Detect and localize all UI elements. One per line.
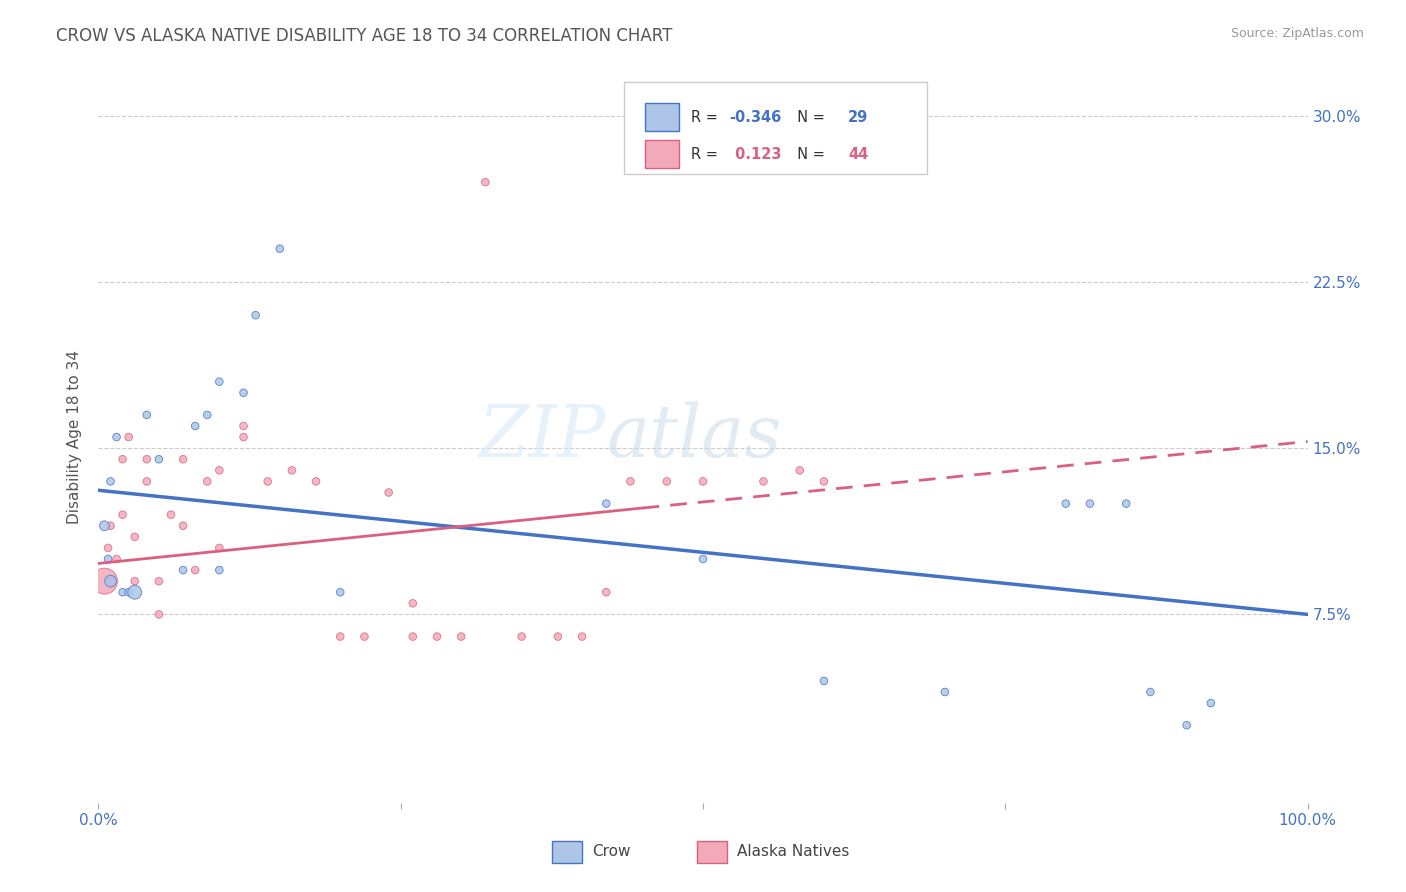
Point (118, 430, 141, 444)
FancyBboxPatch shape (624, 82, 927, 174)
Point (752, 475, 775, 489)
FancyBboxPatch shape (697, 841, 727, 863)
FancyBboxPatch shape (645, 140, 679, 168)
Point (172, 563, 194, 577)
Point (353, 630, 375, 644)
Text: N =: N = (787, 147, 830, 162)
Point (692, 552, 714, 566)
Text: -0.346: -0.346 (730, 111, 782, 126)
Point (595, 497, 617, 511)
Point (111, 452, 134, 467)
Point (402, 630, 425, 644)
Point (118, 585, 141, 599)
Point (269, 242, 291, 256)
Point (305, 475, 328, 489)
Point (1139, 685, 1161, 699)
Point (124, 585, 146, 599)
Point (426, 630, 449, 644)
Point (1078, 497, 1101, 511)
Point (245, 308, 267, 322)
Y-axis label: Disability Age 18 to 34: Disability Age 18 to 34 (67, 350, 83, 524)
Point (402, 596, 425, 610)
Point (148, 607, 170, 622)
Point (100, 574, 122, 589)
Point (450, 630, 472, 644)
Point (1175, 718, 1198, 732)
Point (160, 508, 183, 522)
Point (1054, 497, 1077, 511)
Point (655, 475, 678, 489)
FancyBboxPatch shape (551, 841, 582, 863)
Text: Alaska Natives: Alaska Natives (737, 845, 849, 859)
Point (232, 419, 254, 434)
Point (97, 552, 120, 566)
Text: ZIP: ZIP (479, 401, 606, 473)
Point (1199, 696, 1222, 710)
Point (474, 175, 496, 189)
Point (184, 419, 207, 434)
Point (208, 463, 231, 477)
Point (256, 475, 278, 489)
FancyBboxPatch shape (645, 103, 679, 131)
Point (105, 430, 128, 444)
Point (195, 475, 218, 489)
Point (93, 518, 115, 533)
Point (232, 385, 254, 400)
Point (195, 408, 218, 422)
Point (510, 630, 533, 644)
Text: R =: R = (690, 147, 723, 162)
Point (111, 585, 134, 599)
Point (1115, 497, 1137, 511)
Point (571, 630, 593, 644)
Point (100, 475, 122, 489)
Point (813, 673, 835, 688)
Point (135, 408, 157, 422)
Point (148, 452, 170, 467)
Point (172, 518, 194, 533)
Point (934, 685, 956, 699)
Point (789, 463, 811, 477)
Text: 0.123: 0.123 (730, 147, 782, 162)
Point (135, 452, 157, 467)
Text: R =: R = (690, 111, 723, 126)
Text: atlas: atlas (606, 401, 782, 473)
Point (135, 475, 157, 489)
Point (329, 585, 352, 599)
Point (100, 574, 122, 589)
Point (100, 518, 122, 533)
Point (124, 574, 146, 589)
Point (619, 475, 641, 489)
Text: 44: 44 (848, 147, 869, 162)
Point (148, 574, 170, 589)
Point (184, 563, 207, 577)
Text: 29: 29 (848, 111, 869, 126)
Point (281, 463, 304, 477)
Text: N =: N = (787, 111, 830, 126)
Point (172, 452, 194, 467)
Point (329, 630, 352, 644)
Point (97, 541, 120, 555)
Point (208, 541, 231, 555)
Point (377, 485, 399, 500)
Point (547, 630, 569, 644)
Point (124, 530, 146, 544)
Text: CROW VS ALASKA NATIVE DISABILITY AGE 18 TO 34 CORRELATION CHART: CROW VS ALASKA NATIVE DISABILITY AGE 18 … (56, 27, 672, 45)
Point (208, 563, 231, 577)
Point (105, 552, 128, 566)
Point (595, 585, 617, 599)
Text: Source: ZipAtlas.com: Source: ZipAtlas.com (1230, 27, 1364, 40)
Point (111, 508, 134, 522)
Text: Crow: Crow (592, 845, 630, 859)
Point (93, 574, 115, 589)
Point (692, 475, 714, 489)
Point (232, 430, 254, 444)
Point (208, 375, 231, 389)
Point (813, 475, 835, 489)
